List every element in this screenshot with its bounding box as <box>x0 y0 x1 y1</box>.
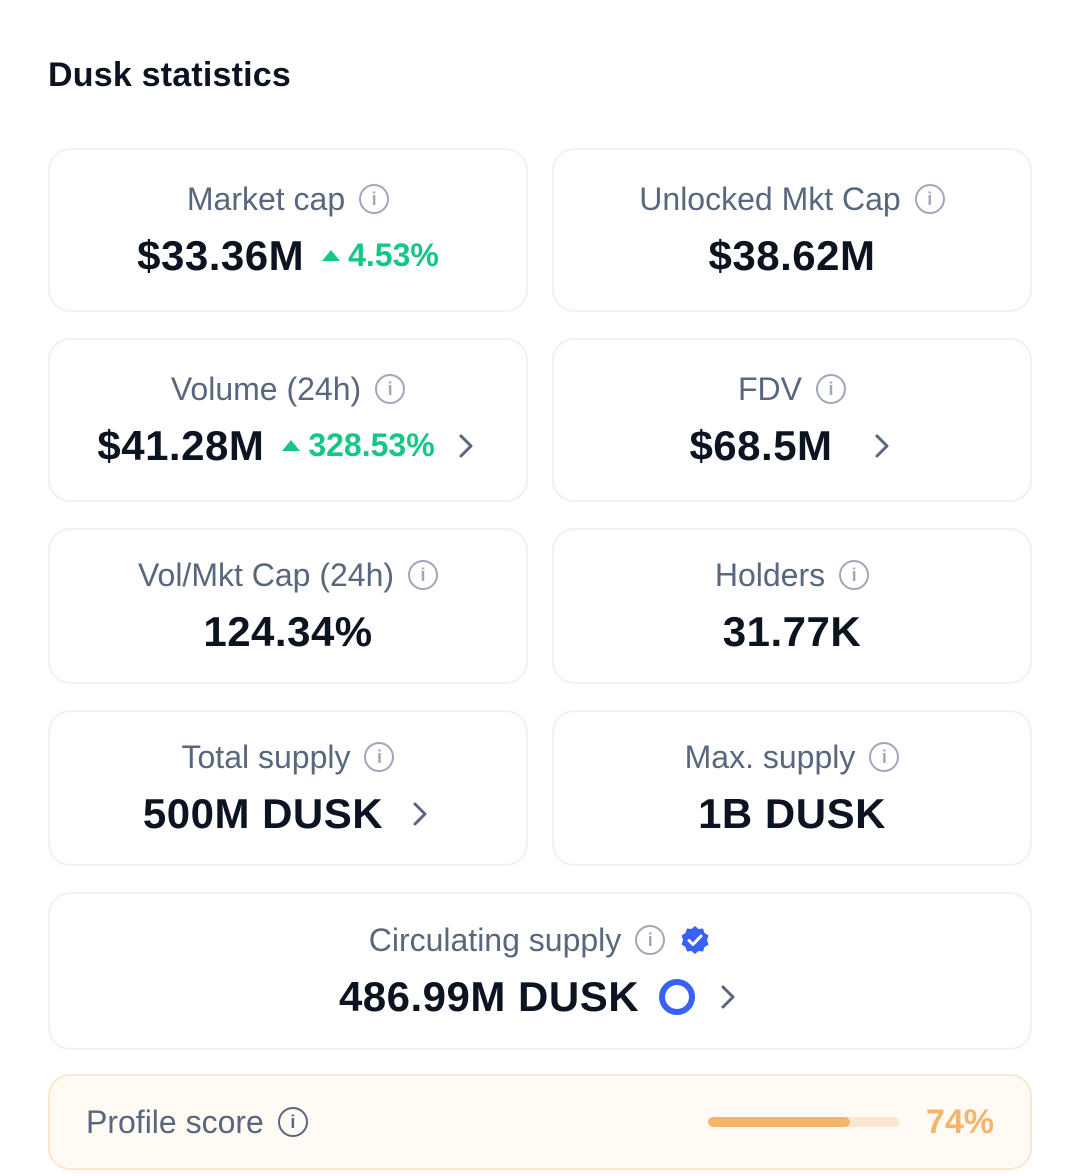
info-icon[interactable]: i <box>839 560 870 590</box>
info-icon[interactable]: i <box>364 742 395 772</box>
volume-card[interactable]: Volume (24h) i $41.28M 328.53% <box>48 338 528 502</box>
max-supply-label: Max. supply <box>684 738 856 775</box>
volume-change-text: 328.53% <box>308 427 435 463</box>
vol-mkt-cap-card: Vol/Mkt Cap (24h) i 124.34% <box>48 528 528 684</box>
profile-score-value: 74% <box>925 1102 994 1141</box>
total-supply-value: 500M DUSK <box>142 789 384 837</box>
stats-row-1: Market cap i $33.36M 4.53% Unlocked Mkt … <box>48 148 1032 312</box>
stats-row-2: Volume (24h) i $41.28M 328.53% FDV <box>48 338 1032 502</box>
unlocked-mkt-cap-card: Unlocked Mkt Cap i $38.62M <box>552 148 1032 312</box>
circulating-supply-label: Circulating supply <box>368 921 622 958</box>
circulating-supply-card[interactable]: Circulating supply i 486.99M DUSK <box>48 892 1032 1050</box>
chevron-right-icon[interactable] <box>407 801 433 827</box>
chevron-right-icon[interactable] <box>715 984 741 1010</box>
triangle-up-icon <box>282 440 301 451</box>
profile-score-label: Profile score <box>86 1103 264 1140</box>
info-icon[interactable]: i <box>408 560 439 590</box>
volume-value: $41.28M <box>97 421 265 469</box>
market-cap-label: Market cap <box>186 180 346 217</box>
market-cap-value: $33.36M <box>137 231 305 279</box>
stats-row-4: Total supply i 500M DUSK Max. supply i 1… <box>48 710 1032 866</box>
market-cap-card: Market cap i $33.36M 4.53% <box>48 148 528 312</box>
stats-row-3: Vol/Mkt Cap (24h) i 124.34% Holders i 31… <box>48 528 1032 684</box>
info-icon[interactable]: i <box>277 1107 308 1137</box>
info-icon[interactable]: i <box>375 374 406 404</box>
volume-change: 328.53% <box>282 427 435 464</box>
holders-card: Holders i 31.77K <box>552 528 1032 684</box>
unlocked-mkt-cap-label: Unlocked Mkt Cap <box>639 180 901 217</box>
holders-value: 31.77K <box>722 607 862 655</box>
circulating-supply-value: 486.99M DUSK <box>338 972 640 1020</box>
max-supply-value: 1B DUSK <box>698 789 886 837</box>
market-cap-change: 4.53% <box>322 237 439 274</box>
market-cap-change-text: 4.53% <box>348 237 439 273</box>
profile-score-bar <box>707 1117 900 1127</box>
triangle-up-icon <box>322 250 341 261</box>
info-icon[interactable]: i <box>359 184 390 214</box>
vol-mkt-cap-label: Vol/Mkt Cap (24h) <box>137 556 395 593</box>
chevron-right-icon[interactable] <box>869 433 895 459</box>
unlocked-mkt-cap-value: $38.62M <box>708 231 876 279</box>
total-supply-label: Total supply <box>181 738 351 775</box>
chevron-right-icon[interactable] <box>453 433 479 459</box>
stats-grid: Market cap i $33.36M 4.53% Unlocked Mkt … <box>48 148 1032 1076</box>
volume-label: Volume (24h) <box>170 370 362 407</box>
profile-score-bar-fill <box>707 1117 851 1127</box>
profile-score-card[interactable]: Profile score i 74% <box>48 1074 1032 1170</box>
info-icon[interactable]: i <box>635 925 666 955</box>
info-icon[interactable]: i <box>816 374 846 404</box>
section-title: Dusk statistics <box>48 56 291 94</box>
total-supply-card[interactable]: Total supply i 500M DUSK <box>48 710 528 866</box>
vol-mkt-cap-value: 124.34% <box>203 607 373 655</box>
max-supply-card: Max. supply i 1B DUSK <box>552 710 1032 866</box>
info-icon[interactable]: i <box>869 742 900 772</box>
info-icon[interactable]: i <box>914 184 945 214</box>
supply-ring-icon <box>659 978 696 1015</box>
holders-label: Holders <box>714 556 826 593</box>
fdv-label: FDV <box>738 370 802 407</box>
verified-badge-icon <box>681 926 709 954</box>
fdv-value: $68.5M <box>689 421 833 469</box>
stats-row-5: Circulating supply i 486.99M DUSK <box>48 892 1032 1050</box>
fdv-card[interactable]: FDV i $68.5M <box>552 338 1032 502</box>
